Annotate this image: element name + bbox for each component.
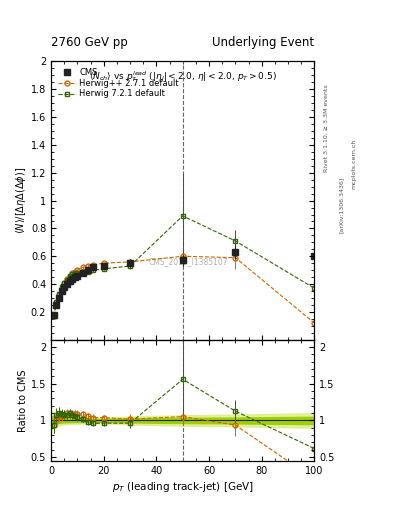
Y-axis label: $\langle N\rangle/[\Delta\eta\Delta(\Delta\phi)]$: $\langle N\rangle/[\Delta\eta\Delta(\Del… [14, 167, 28, 234]
X-axis label: $p_T$ (leading track-jet) [GeV]: $p_T$ (leading track-jet) [GeV] [112, 480, 254, 494]
Text: Underlying Event: Underlying Event [212, 36, 314, 49]
Text: Rivet 3.1.10, ≥ 3.3M events: Rivet 3.1.10, ≥ 3.3M events [324, 84, 329, 172]
Text: mcplots.cern.ch: mcplots.cern.ch [352, 139, 357, 189]
Text: CMS_2015_I1385107: CMS_2015_I1385107 [148, 258, 228, 266]
Y-axis label: Ratio to CMS: Ratio to CMS [18, 369, 28, 432]
Legend: CMS, Herwig++ 2.7.1 default, Herwig 7.2.1 default: CMS, Herwig++ 2.7.1 default, Herwig 7.2.… [55, 66, 182, 101]
Text: [arXiv:1306.3436]: [arXiv:1306.3436] [339, 177, 344, 233]
Text: 2760 GeV pp: 2760 GeV pp [51, 36, 128, 49]
Text: $\langle N_{ch}\rangle$ vs $p_T^{lead}$ ($|\eta_j|<2.0$, $\eta|<2.0$, $p_T>0.5$): $\langle N_{ch}\rangle$ vs $p_T^{lead}$ … [89, 70, 277, 84]
